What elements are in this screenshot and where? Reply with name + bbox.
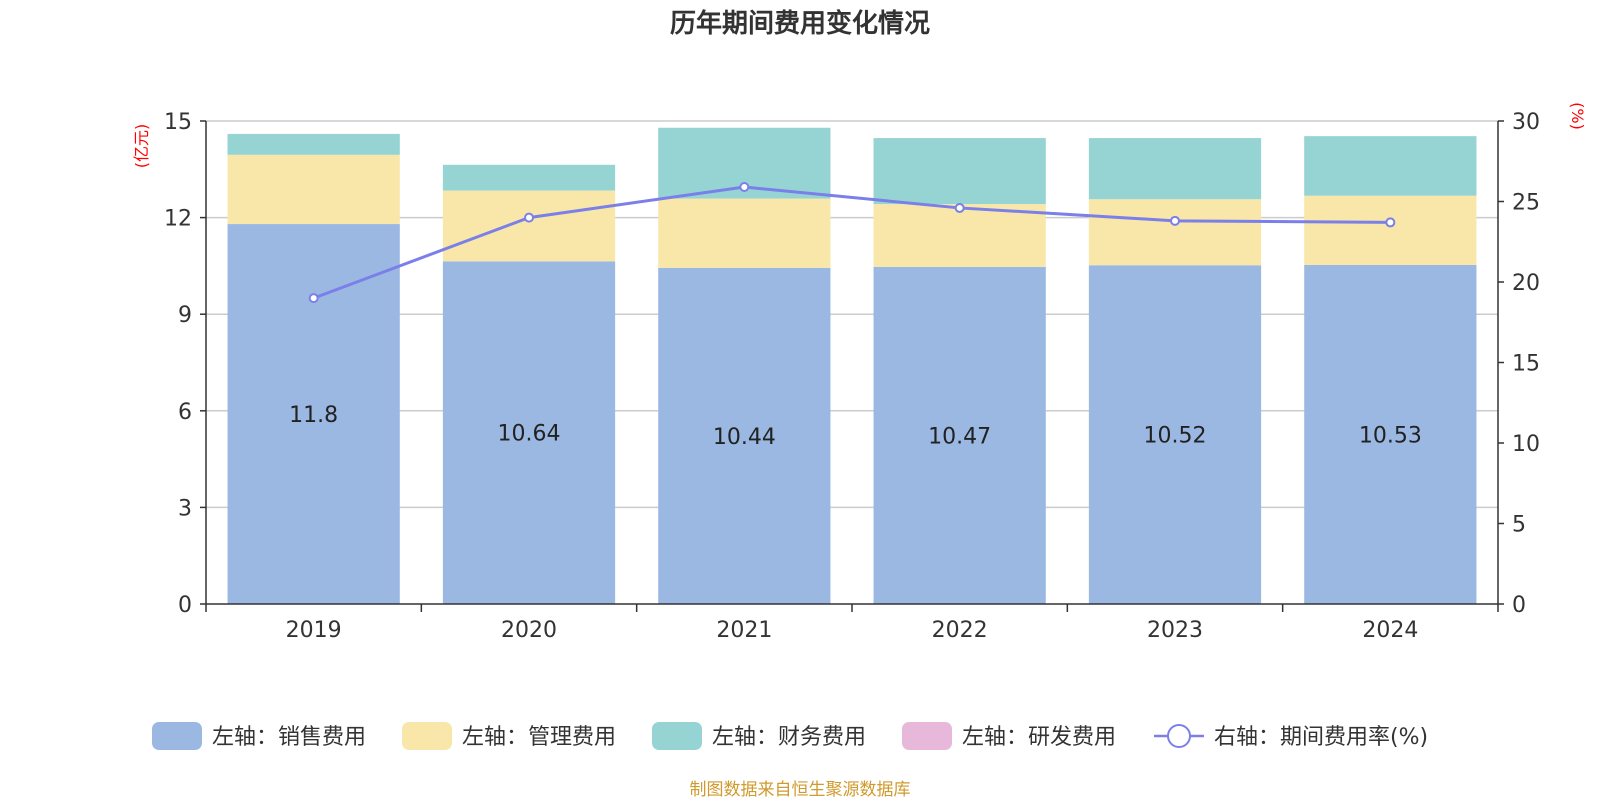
right-tick-label: 30 bbox=[1512, 110, 1540, 135]
rate-point bbox=[954, 202, 965, 213]
grid bbox=[206, 120, 1498, 509]
right-axis-unit: (%) bbox=[1568, 102, 1587, 130]
x-tick-label: 2019 bbox=[286, 618, 342, 643]
x-tick-label: 2022 bbox=[932, 618, 988, 643]
left-tick-label: 15 bbox=[164, 110, 192, 135]
rate-point bbox=[739, 182, 750, 193]
legend-label: 左轴：研发费用 bbox=[962, 725, 1116, 750]
bar-value-label: 10.64 bbox=[498, 422, 561, 447]
x-tick-label: 2024 bbox=[1362, 618, 1418, 643]
bar-segment-1 bbox=[1088, 265, 1262, 604]
bar-segment-3 bbox=[1088, 138, 1262, 200]
right-tick-label: 0 bbox=[1512, 593, 1526, 618]
legend: 左轴：销售费用 左轴：管理费用 左轴：财务费用 左轴：研发费用 右轴：期间费用率(%) bbox=[152, 722, 1428, 750]
x-tick-label: 2023 bbox=[1147, 618, 1203, 643]
left-tick-label: 9 bbox=[178, 303, 192, 328]
bar-value-label: 10.53 bbox=[1359, 423, 1422, 448]
data-labels: 11.8 10.64 10.44 10.47 10.52 10.53 bbox=[289, 403, 1422, 450]
rate-line bbox=[308, 182, 1396, 304]
rate-point bbox=[524, 212, 534, 223]
bars bbox=[227, 127, 1477, 605]
axes: 0 3 6 9 12 15 0 5 10 15 20 25 30 2019 2020 2021 2022 2023… bbox=[164, 110, 1540, 643]
x-tick-label: 2021 bbox=[716, 618, 772, 643]
bar-value-label: 11.8 bbox=[289, 403, 338, 428]
right-tick-label: 5 bbox=[1512, 513, 1526, 538]
left-tick-label: 6 bbox=[178, 400, 192, 425]
chart-title: 历年期间费用变化情况 bbox=[670, 8, 930, 39]
right-tick-label: 10 bbox=[1512, 432, 1540, 457]
bar-segment-1 bbox=[658, 267, 831, 604]
left-tick-label: 0 bbox=[178, 593, 192, 618]
bar-value-label: 10.52 bbox=[1144, 424, 1207, 449]
rate-point bbox=[308, 293, 319, 304]
left-tick-label: 12 bbox=[164, 207, 192, 232]
legend-label: 左轴：财务费用 bbox=[712, 725, 866, 750]
bar-value-label: 10.47 bbox=[928, 424, 991, 449]
source-note: 制图数据来自恒生聚源数据库 bbox=[690, 780, 911, 800]
right-tick-label: 25 bbox=[1512, 191, 1540, 216]
bar-segment-3 bbox=[1304, 136, 1477, 196]
bar-segment-2 bbox=[442, 190, 616, 262]
bar-segment-2 bbox=[1304, 195, 1477, 265]
right-tick-label: 15 bbox=[1512, 352, 1540, 377]
rate-point bbox=[1170, 215, 1180, 226]
legend-label: 左轴：销售费用 bbox=[212, 725, 366, 750]
right-tick-label: 20 bbox=[1512, 271, 1540, 296]
bar-segment-1 bbox=[442, 261, 616, 604]
bar-segment-3 bbox=[442, 164, 616, 191]
bar-segment-1 bbox=[227, 224, 400, 605]
bar-segment-1 bbox=[1304, 264, 1477, 604]
bar-segment-1 bbox=[873, 266, 1046, 604]
left-axis-unit: (亿元) bbox=[132, 124, 151, 169]
x-tick-label: 2020 bbox=[501, 618, 557, 643]
bar-segment-3 bbox=[873, 138, 1046, 205]
legend-swatch bbox=[152, 722, 202, 750]
bar-segment-2 bbox=[1088, 199, 1262, 266]
bar-value-label: 10.44 bbox=[713, 425, 776, 450]
left-tick-label: 3 bbox=[178, 496, 192, 521]
bar-segment-2 bbox=[658, 198, 831, 268]
legend-swatch bbox=[902, 722, 952, 750]
legend-label: 右轴：期间费用率(%) bbox=[1214, 725, 1428, 750]
legend-marker bbox=[1167, 724, 1191, 748]
bar-segment-2 bbox=[227, 154, 400, 225]
legend-swatch bbox=[402, 722, 452, 750]
legend-swatch bbox=[652, 722, 702, 750]
bar-segment-2 bbox=[873, 204, 1046, 267]
rate-point bbox=[1385, 217, 1396, 228]
rate-line-path bbox=[313, 185, 1391, 300]
bar-segment-3 bbox=[227, 133, 400, 155]
legend-label: 左轴：管理费用 bbox=[462, 725, 616, 750]
